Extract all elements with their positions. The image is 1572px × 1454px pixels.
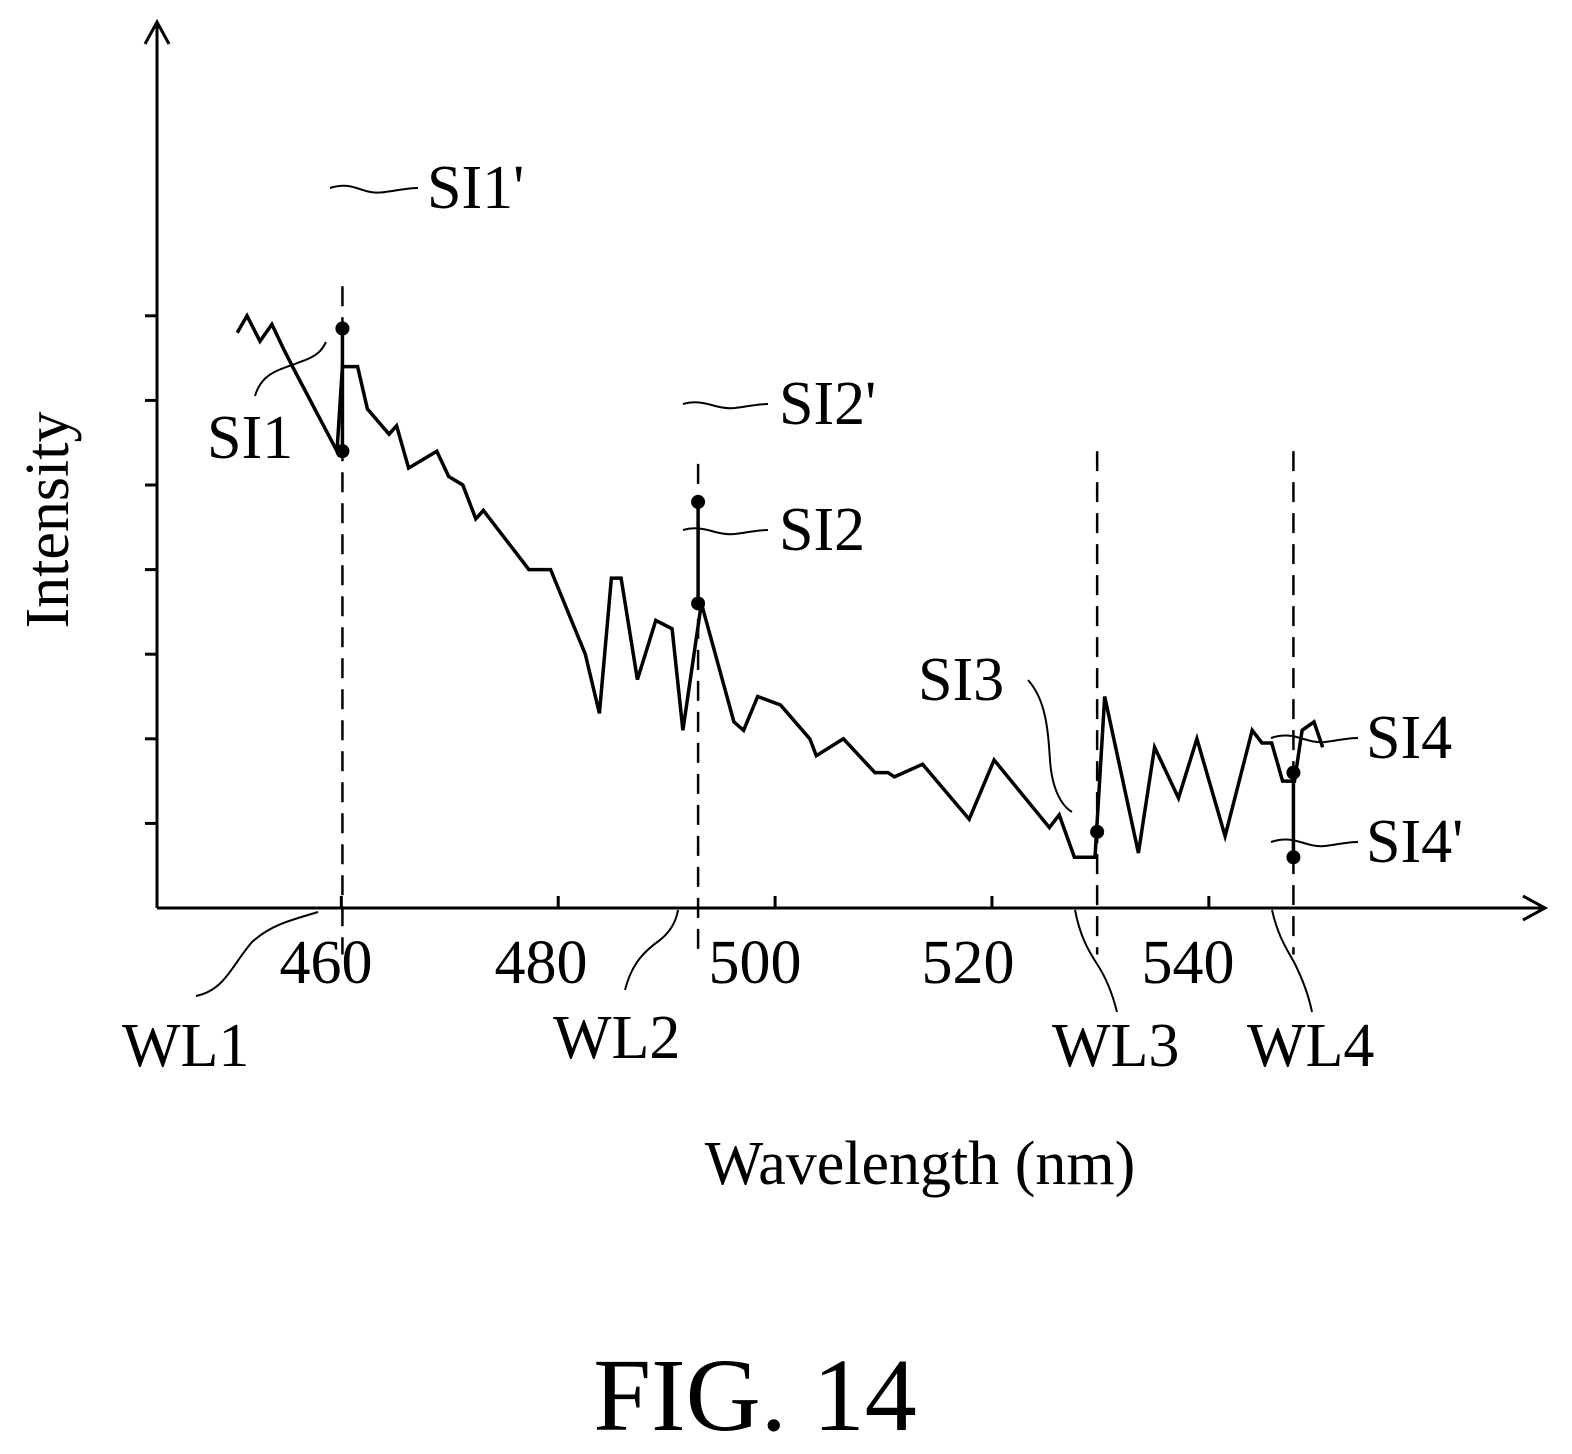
x-tick-label-460: 460 xyxy=(280,929,373,997)
leader-wl2 xyxy=(624,909,679,991)
label-wl4: WL4 xyxy=(1247,1012,1374,1080)
x-tick-label-520: 520 xyxy=(922,929,1015,997)
label-wl3: WL3 xyxy=(1052,1012,1179,1080)
leader-si1 xyxy=(254,341,327,397)
leader-si2prime xyxy=(682,401,769,410)
y-axis-title: Intensity xyxy=(14,412,82,629)
label-si1prime: SI1' xyxy=(427,154,524,222)
label-si2: SI2 xyxy=(779,496,865,564)
leader-si1prime xyxy=(329,184,419,194)
label-si4prime: SI4' xyxy=(1366,808,1463,876)
label-si1: SI1 xyxy=(207,404,293,472)
marker-si3 xyxy=(1090,824,1105,839)
intensity-markers xyxy=(335,321,1301,865)
label-si2prime: SI2' xyxy=(779,370,876,438)
x-tick-label-480: 480 xyxy=(495,929,588,997)
leader-si3 xyxy=(1027,679,1073,813)
marker-si2 xyxy=(691,596,706,611)
leader-wl1 xyxy=(195,911,319,997)
marker-si2prime xyxy=(691,494,706,509)
label-si3: SI3 xyxy=(918,646,1004,714)
marker-si4 xyxy=(1286,765,1301,780)
leader-si4prime xyxy=(1270,838,1359,848)
spectrum-series-line xyxy=(235,312,1325,859)
leader-si4 xyxy=(1270,734,1359,744)
y-axis-arrow-icon xyxy=(143,18,171,45)
y-ticks xyxy=(145,314,157,825)
leader-wl4 xyxy=(1271,909,1313,1013)
x-tick-label-540: 540 xyxy=(1142,929,1235,997)
figure-caption: FIG. 14 xyxy=(593,1338,917,1453)
label-si4: SI4 xyxy=(1366,704,1452,772)
x-axis-title: Wavelength (nm) xyxy=(705,1130,1136,1198)
label-wl2: WL2 xyxy=(553,1004,680,1072)
callout-leaders xyxy=(195,184,1359,1013)
label-wl1: WL1 xyxy=(122,1012,249,1080)
marker-si1prime xyxy=(335,321,350,336)
leader-wl3 xyxy=(1074,909,1118,1013)
intensity-shift-arrows xyxy=(342,326,1293,859)
marker-si4prime xyxy=(1286,850,1301,865)
x-tick-label-500: 500 xyxy=(709,929,802,997)
marker-si1 xyxy=(335,444,350,459)
x-ticks xyxy=(339,896,1211,908)
leader-si2 xyxy=(682,527,769,536)
x-axis-arrow-icon xyxy=(1522,894,1549,922)
